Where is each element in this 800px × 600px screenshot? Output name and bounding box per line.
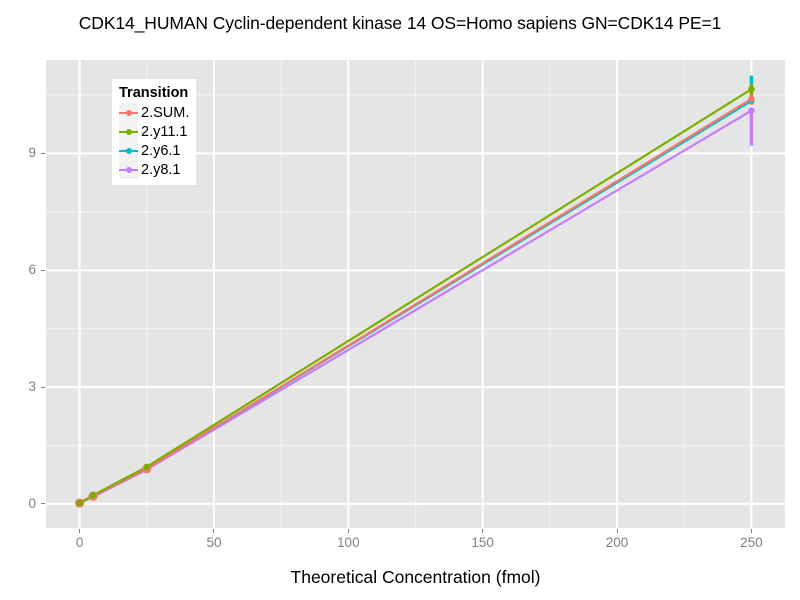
x-tick-label: 250 — [740, 535, 763, 550]
y-tick-mark — [41, 269, 45, 271]
legend-title: Transition — [119, 85, 189, 101]
line-point-icon — [119, 122, 138, 141]
legend: Transition 2.SUM. 2.y11.1 2.y6.1 2.y8.1 — [112, 79, 197, 185]
y-tick-mark — [41, 503, 45, 505]
x-tick-label: 200 — [605, 535, 629, 550]
x-tick-mark — [616, 529, 618, 533]
legend-item-2.SUM.[interactable]: 2.SUM. — [119, 103, 189, 122]
x-tick-mark — [482, 529, 484, 533]
y-tick-label: 9 — [28, 145, 36, 161]
legend-item-2.y6.1[interactable]: 2.y6.1 — [119, 141, 189, 160]
data-point-2.y8.1 — [748, 107, 755, 114]
data-point-2.y11.1 — [748, 85, 755, 93]
y-tick-mark — [41, 152, 45, 154]
legend-item-label: 2.y11.1 — [141, 123, 188, 140]
x-tick-mark — [79, 529, 81, 533]
data-point-2.y11.1 — [76, 499, 83, 507]
line-point-icon — [119, 103, 138, 122]
legend-item-label: 2.SUM. — [141, 104, 190, 121]
data-point-2.SUM. — [748, 95, 755, 103]
x-tick-label: 100 — [337, 535, 360, 550]
x-tick-mark — [750, 529, 752, 533]
x-tick-label: 0 — [75, 535, 84, 550]
y-tick-label: 0 — [28, 495, 36, 511]
legend-entries: 2.SUM. 2.y11.1 2.y6.1 2.y8.1 — [119, 103, 189, 179]
data-point-2.y11.1 — [143, 463, 151, 471]
line-point-icon — [119, 160, 138, 179]
x-axis-title: Theoretical Concentration (fmol) — [290, 567, 541, 587]
x-tick-label: 150 — [471, 535, 494, 550]
line-point-icon — [119, 141, 138, 160]
y-tick-label: 6 — [28, 262, 36, 278]
y-tick-mark — [41, 386, 45, 388]
x-tick-mark — [347, 529, 349, 533]
x-tick-label: 50 — [206, 535, 222, 550]
page-title: CDK14_HUMAN Cyclin-dependent kinase 14 O… — [78, 13, 722, 33]
y-tick-label: 3 — [28, 379, 36, 395]
series-layer — [74, 75, 755, 508]
legend-item-2.y11.1[interactable]: 2.y11.1 — [119, 122, 189, 141]
legend-item-2.y8.1[interactable]: 2.y8.1 — [119, 160, 189, 179]
x-tick-mark — [213, 529, 215, 533]
series-line-2.y11.1 — [78, 88, 753, 505]
data-point-2.y11.1 — [89, 491, 97, 499]
legend-item-label: 2.y8.1 — [141, 161, 181, 178]
legend-item-label: 2.y6.1 — [141, 142, 181, 159]
